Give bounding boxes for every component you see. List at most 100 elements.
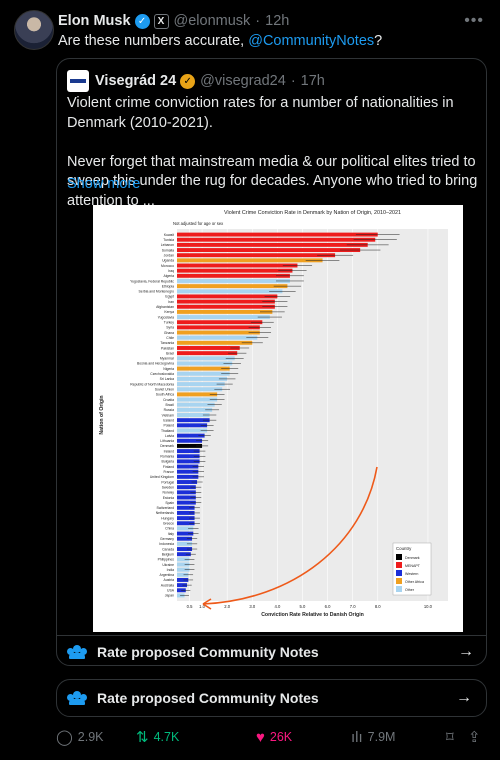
y-tick-label: Greece [163, 522, 174, 526]
y-tick-label: Netherlands [156, 511, 175, 515]
author-handle[interactable]: @elonmusk [173, 13, 251, 29]
legend-label: Western [405, 572, 418, 576]
bar [177, 289, 283, 294]
y-tick-label: Bosnia and Herzegovina [137, 362, 174, 366]
separator-dot: · [255, 13, 261, 29]
like-button[interactable]: ♥ 26K [256, 729, 292, 746]
y-tick-label: Italy [168, 532, 175, 536]
x-tick-label: 1.0 [199, 604, 205, 609]
bar [177, 541, 193, 546]
quote-paragraph-2: Never forget that mainstream media & our… [67, 153, 478, 209]
bar [177, 315, 270, 320]
y-tick-label: Ghana [164, 331, 174, 335]
bar [177, 237, 376, 242]
x-tick-label: 5.0 [300, 604, 306, 609]
community-notes-label: Rate proposed Community Notes [97, 643, 319, 660]
x-axis-label: Conviction Rate Relative to Danish Origi… [261, 612, 364, 618]
x-tick-label: 7.0 [350, 604, 356, 609]
views-button[interactable]: ılı 7.9M [351, 729, 395, 746]
bar [177, 531, 194, 536]
y-tick-label: Hungary [161, 516, 174, 520]
y-tick-label: Kuwait [164, 233, 174, 237]
bar [177, 459, 200, 464]
chart-title: Violent Crime Conviction Rate in Denmark… [224, 210, 401, 216]
y-tick-label: Czechoslovakia [150, 372, 174, 376]
bar [177, 449, 200, 454]
chart-image[interactable]: 0.5 1.0 2.0 3.0 4.0 5.0 6.0 7.0 8.0 10.0 Violent C… [93, 205, 463, 632]
bookmark-button[interactable]: ⌑ [446, 728, 459, 746]
community-notes-bar[interactable]: Rate proposed Community Notes → [57, 635, 486, 665]
quote-author-handle: @visegrad24 [200, 73, 286, 89]
y-tick-label: Tanzania [160, 341, 174, 345]
y-tick-label: Russia [164, 408, 174, 412]
legend-label: Denmark [405, 556, 420, 560]
y-tick-label: Vietnam [162, 413, 175, 417]
y-tick-label: Romania [160, 455, 174, 459]
y-tick-label: Syria [166, 326, 174, 330]
y-tick-label: Thailand [161, 429, 174, 433]
bar [177, 510, 195, 515]
bookmark-icon: ⌑ [446, 729, 454, 746]
y-tick-label: Portugal [161, 480, 174, 484]
y-tick-label: Latvia [165, 434, 174, 438]
bar [177, 366, 230, 371]
x-affiliation-icon: X [153, 13, 169, 29]
bar [177, 567, 190, 572]
community-notes-button[interactable]: Rate proposed Community Notes → [56, 679, 487, 717]
verified-icon: ✓ [134, 13, 150, 29]
y-tick-label: India [167, 568, 174, 572]
bar [177, 536, 193, 541]
y-tick-label: Chile [166, 336, 174, 340]
share-button[interactable]: ⇪ [468, 728, 486, 746]
repost-count: 4.7K [153, 730, 180, 744]
y-tick-label: Morocco [161, 264, 174, 268]
repost-button[interactable]: ⇅ 4.7K [136, 728, 179, 746]
legend-swatch [396, 578, 402, 584]
more-options-icon[interactable]: ••• [464, 12, 484, 29]
x-tick-label: 4.0 [274, 604, 280, 609]
share-icon: ⇪ [468, 729, 481, 746]
y-tick-label: Tunisia [163, 238, 174, 242]
bar [177, 253, 336, 258]
mention-link[interactable]: @CommunityNotes [248, 33, 375, 49]
bar [177, 232, 378, 237]
y-tick-label: France [163, 470, 174, 474]
arrow-right-icon: → [456, 689, 472, 706]
author-name[interactable]: Elon Musk [58, 13, 131, 29]
tweet-time[interactable]: 12h [265, 13, 290, 29]
tweet-text-prefix: Are these numbers accurate, [58, 33, 249, 49]
heart-icon: ♥ [256, 728, 265, 746]
annotation-arrowhead [202, 598, 212, 610]
bar [177, 335, 258, 340]
y-tick-label: Switzerland [156, 506, 174, 510]
quoted-tweet[interactable]: Visegrád 24 ✓ @visegrad24 · 17h Violent … [56, 58, 487, 666]
y-tick-label: Argentina [159, 573, 174, 577]
tweet-text: Are these numbers accurate, @CommunityNo… [58, 32, 382, 51]
y-tick-label: Croatia [163, 398, 174, 402]
y-tick-label: Bulgaria [162, 460, 175, 464]
show-more-link[interactable]: Show more [67, 176, 141, 192]
y-tick-label: Republic of North Macedonia [130, 382, 174, 386]
y-tick-label: Canada [162, 547, 174, 551]
y-tick-label: Jordan [164, 253, 174, 257]
bar [177, 583, 188, 588]
chart-subtitle: Not adjusted for age or sex [173, 221, 224, 226]
bar [177, 521, 195, 526]
y-tick-label: Iraq [168, 269, 174, 273]
y-tick-label: Lebanon [161, 243, 174, 247]
x-tick-label: 10.0 [424, 604, 433, 609]
reply-icon: ◯ [56, 729, 73, 746]
legend-swatch [396, 586, 402, 592]
y-tick-label: Finland [163, 465, 174, 469]
y-tick-label: Iceland [163, 418, 174, 422]
views-icon: ılı [351, 728, 363, 746]
reply-button[interactable]: ◯ 2.9K [56, 728, 104, 746]
y-tick-label: Belgium [162, 552, 174, 556]
bar [177, 454, 200, 459]
bar [177, 438, 203, 443]
avatar[interactable] [14, 10, 54, 50]
y-tick-label: Turkey [164, 321, 175, 325]
y-tick-label: Poland [163, 424, 174, 428]
x-tick-label: 6.0 [325, 604, 331, 609]
